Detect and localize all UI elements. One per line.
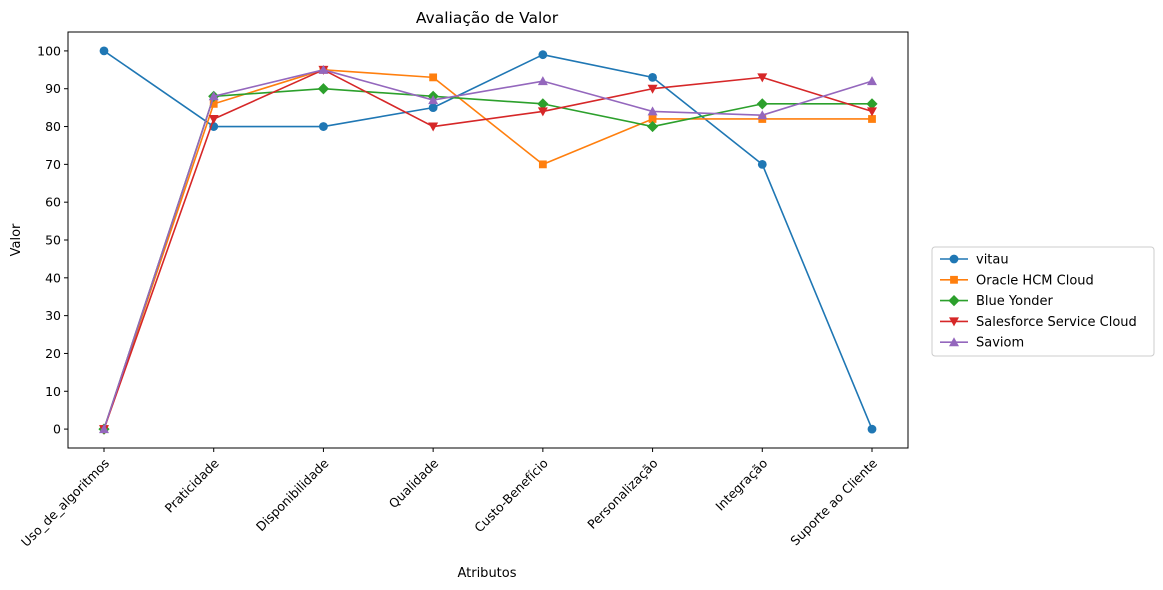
chart-title: Avaliação de Valor [416,9,559,27]
data-point [99,46,109,56]
y-tick-label: 20 [45,346,61,361]
legend-entry-1: vitau [940,253,1009,268]
data-point [868,115,876,123]
legend-marker [948,295,960,307]
data-point [757,110,768,120]
y-tick-label: 90 [45,81,61,96]
y-tick-label: 10 [45,384,61,399]
x-tick-label: Suporte ao Cliente [787,455,880,548]
series-3 [98,83,878,435]
data-point [318,64,329,74]
data-point [756,98,768,110]
series-line [103,69,873,430]
data-point [538,50,548,60]
legend-entry-3: Blue Yonder [940,294,1054,309]
legend-entry-5: Saviom [940,336,1024,351]
y-axis-title: Valor [9,223,24,256]
data-point [647,84,658,94]
y-tick-label: 50 [45,233,61,248]
legend-marker [949,317,959,327]
data-point [319,122,328,131]
x-tick-label: Personalização [584,456,660,532]
legend-entry-2: Oracle HCM Cloud [940,273,1094,288]
data-point [537,98,549,110]
y-tick-label: 60 [45,195,61,210]
x-tick-label: Uso_de_algoritmos [18,456,112,550]
x-tick-label: Integração [712,456,770,514]
legend-marker [949,254,959,264]
data-point [429,73,438,82]
series-2 [100,65,876,433]
data-point [208,114,219,124]
x-tick-label: Praticidade [162,455,222,515]
x-tick-label: Disponibilidade [253,455,332,534]
data-point [537,76,548,86]
data-point [757,159,767,169]
legend-marker [950,275,958,284]
data-point [317,83,330,95]
x-axis-title: Atributos [457,566,516,581]
plot-area-frame [67,31,909,449]
data-point [538,160,547,169]
legend-label: vitau [976,253,1009,268]
x-tick-label: Qualidade [386,455,442,511]
y-tick-label: 80 [45,119,61,134]
y-tick-label: 100 [37,43,61,58]
legend-marker [949,337,959,347]
x-tick-label: Custo-Benefício [471,456,551,536]
data-point [646,120,659,133]
series-1 [99,46,877,434]
data-point [867,107,877,117]
data-point [867,76,877,86]
y-tick-label: 70 [45,157,61,172]
y-tick-label: 40 [45,270,61,285]
y-tick-label: 30 [45,308,61,323]
legend-label: Salesforce Service Cloud [976,315,1137,330]
data-point [428,95,439,105]
data-point [208,91,219,101]
data-point [866,98,878,110]
series-line [103,69,873,430]
legend-label: Oracle HCM Cloud [976,273,1094,288]
data-point [867,424,877,434]
legend: vitau Oracle HCM Cloud Blue Yonder Salesfor… [931,246,1155,357]
data-point [99,424,109,434]
legend-entry-4: Salesforce Service Cloud [940,315,1137,330]
series-line [103,87,872,430]
y-tick-label: 0 [53,422,61,437]
data-point [757,73,768,83]
data-point [428,103,438,113]
data-point [428,122,439,132]
data-point [647,106,658,116]
series-5 [99,64,877,434]
data-point [648,115,657,123]
data-point [537,107,548,117]
series-line [103,69,872,430]
series-line [103,50,873,430]
legend-label: Blue Yonder [976,294,1054,309]
data-point [209,99,218,108]
legend-label: Saviom [976,336,1024,351]
legend-box [931,246,1155,357]
data-point [648,72,657,82]
